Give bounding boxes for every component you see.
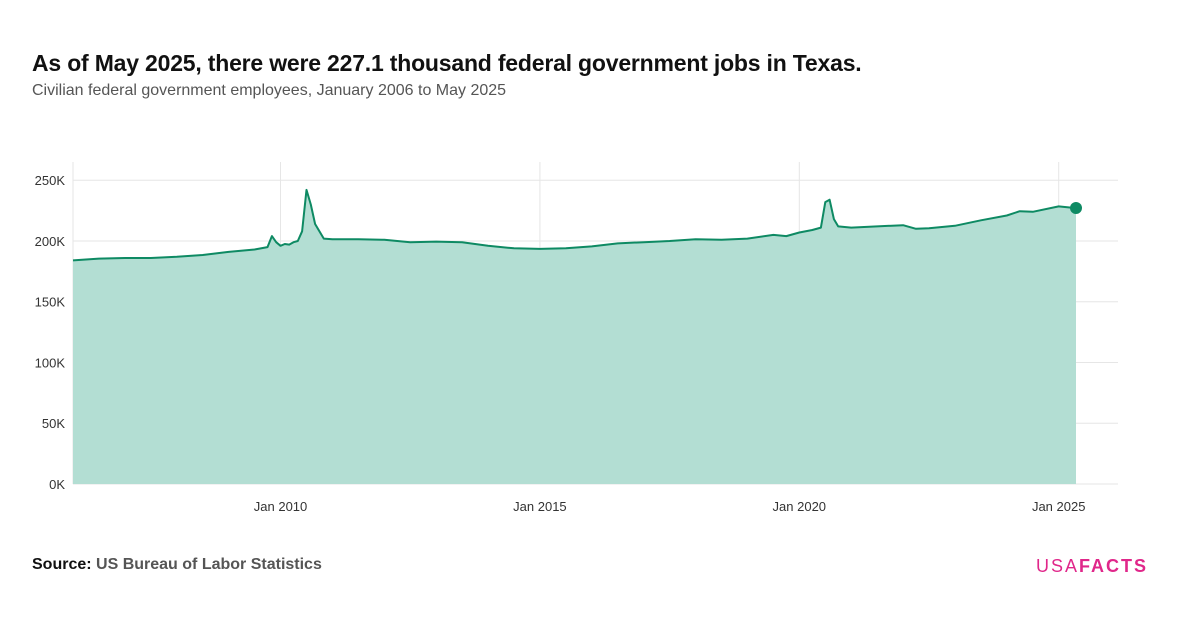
source-label: Source: — [32, 556, 92, 573]
x-tick-label: Jan 2020 — [773, 499, 827, 514]
x-axis: Jan 2010 Jan 2015 Jan 2020 Jan 2025 — [254, 499, 1086, 514]
source-note: Source: US Bureau of Labor Statistics — [32, 556, 322, 574]
y-tick-label: 100K — [35, 355, 66, 370]
area-fill — [73, 189, 1076, 484]
y-tick-label: 250K — [35, 173, 66, 188]
y-tick-label: 150K — [35, 295, 66, 310]
chart-subtitle: Civilian federal government employees, J… — [32, 82, 507, 99]
source-text: US Bureau of Labor Statistics — [96, 556, 322, 573]
y-tick-label: 50K — [42, 416, 65, 431]
series-line — [72, 188, 1077, 262]
usafacts-logo: USAFACTS — [1036, 556, 1148, 577]
y-axis: 0K 50K 100K 150K 200K 250K — [35, 173, 66, 492]
logo-facts: FACTS — [1078, 556, 1148, 576]
chart-title: As of May 2025, there were 227.1 thousan… — [32, 50, 862, 76]
x-tick-label: Jan 2015 — [513, 499, 567, 514]
x-tick-label: Jan 2010 — [254, 499, 308, 514]
y-tick-label: 200K — [35, 234, 66, 249]
latest-value-marker — [1070, 202, 1082, 215]
y-tick-label: 0K — [49, 477, 65, 492]
x-tick-label: Jan 2025 — [1032, 499, 1086, 514]
logo-usa: USA — [1035, 556, 1079, 576]
